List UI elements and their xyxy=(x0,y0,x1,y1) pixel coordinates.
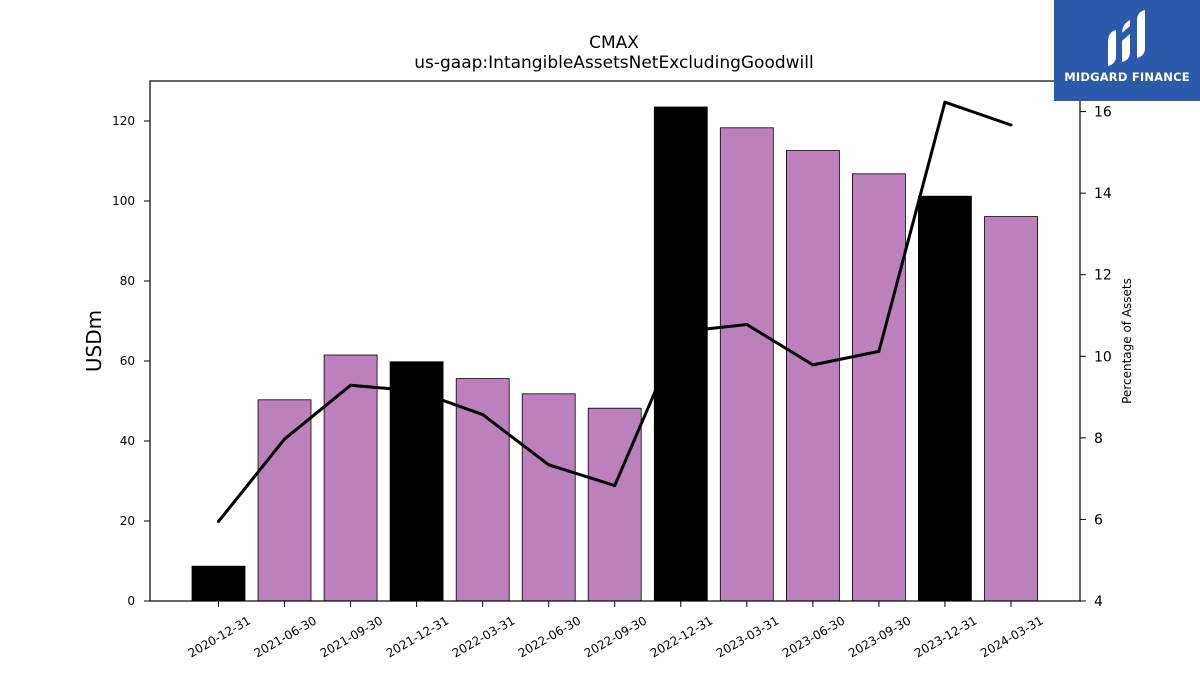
line-series xyxy=(217,100,1013,523)
y-axis-right: 4 6 8 10 12 14 16 xyxy=(1080,105,1112,610)
line-point-2021-12-31 xyxy=(415,389,419,393)
x-tick-label-2023-09-30: 2023-09-30 xyxy=(846,613,913,660)
x-tick-label-2023-06-30: 2023-06-30 xyxy=(780,613,847,660)
bar-2022-12-31 xyxy=(653,106,708,602)
y2-tick-label-8: 8 xyxy=(1094,431,1103,447)
y2-tick-label-6: 6 xyxy=(1094,512,1103,528)
bar-2022-03-31 xyxy=(455,378,510,602)
line-point-2023-06-30 xyxy=(811,363,815,367)
line-point-2023-03-31 xyxy=(745,323,749,326)
bar-2022-09-30 xyxy=(587,407,642,602)
chart-subtitle: us-gaap:IntangibleAssetsNetExcludingGood… xyxy=(414,53,813,73)
y-tick-label-60: 60 xyxy=(120,354,135,368)
line-point-2022-12-31 xyxy=(679,330,683,334)
x-tick-label-2022-03-31: 2022-03-31 xyxy=(450,613,517,660)
x-tick-label-2021-09-30: 2021-09-30 xyxy=(318,613,385,660)
y-tick-label-100: 100 xyxy=(112,194,135,208)
chart-title: CMAX xyxy=(589,33,639,53)
bar-series xyxy=(191,106,1038,602)
y2-tick-label-4: 4 xyxy=(1094,594,1103,610)
logo-mark-icon xyxy=(1108,10,1145,66)
logo-text: MIDGARD FINANCE xyxy=(1064,70,1190,84)
y-axis-left: 0 20 40 60 80 100 120 xyxy=(112,114,150,608)
bar-2023-12-31 xyxy=(918,195,972,602)
bar-2022-06-30 xyxy=(521,393,576,602)
y2-tick-label-12: 12 xyxy=(1094,268,1112,284)
y-axis-label: USDm xyxy=(82,310,106,372)
bar-2021-09-30 xyxy=(323,354,378,602)
x-tick-label-2022-12-31: 2022-12-31 xyxy=(648,613,715,660)
x-tick-label-2024-03-31: 2024-03-31 xyxy=(978,613,1045,660)
x-tick-label-2023-12-31: 2023-12-31 xyxy=(912,613,979,660)
x-tick-label-2022-09-30: 2022-09-30 xyxy=(582,613,649,660)
y2-tick-label-14: 14 xyxy=(1094,186,1112,202)
bar-2023-03-31 xyxy=(719,127,774,602)
line-point-2023-09-30 xyxy=(877,349,881,353)
y2-tick-label-10: 10 xyxy=(1094,349,1112,365)
y-tick-label-120: 120 xyxy=(112,114,135,128)
brand-logo: MIDGARD FINANCE xyxy=(1054,0,1200,101)
y2-tick-label-16: 16 xyxy=(1094,105,1112,121)
bar-2021-06-30 xyxy=(257,399,312,602)
bar-2023-06-30 xyxy=(786,150,840,602)
y-tick-label-0: 0 xyxy=(127,594,135,608)
x-tick-label-2023-03-31: 2023-03-31 xyxy=(714,613,781,660)
line-point-2022-09-30 xyxy=(613,484,617,488)
line-point-2022-06-30 xyxy=(547,463,551,467)
bar-2023-09-30 xyxy=(852,173,906,602)
line-point-2020-12-31 xyxy=(217,520,220,523)
bar-2024-03-31 xyxy=(984,216,1038,602)
line-point-2022-03-31 xyxy=(481,413,485,417)
line-point-2021-09-30 xyxy=(349,383,353,387)
x-tick-label-2020-12-31: 2020-12-31 xyxy=(186,613,253,660)
line-point-2021-06-30 xyxy=(283,437,286,441)
line-point-2023-12-31 xyxy=(943,100,947,104)
x-tick-label-2022-06-30: 2022-06-30 xyxy=(516,613,583,660)
x-axis: 2020-12-312021-06-302021-09-302021-12-31… xyxy=(186,601,1046,660)
x-tick-label-2021-12-31: 2021-12-31 xyxy=(384,613,451,660)
line-point-2024-03-31 xyxy=(1009,123,1013,127)
y-tick-label-40: 40 xyxy=(120,434,135,448)
bar-2020-12-31 xyxy=(191,565,246,602)
y2-axis-label: Percentage of Assets xyxy=(1120,278,1134,404)
x-tick-label-2021-06-30: 2021-06-30 xyxy=(252,613,319,660)
bar-2021-12-31 xyxy=(389,361,444,602)
y-tick-label-20: 20 xyxy=(120,514,135,528)
y-tick-label-80: 80 xyxy=(120,274,135,288)
